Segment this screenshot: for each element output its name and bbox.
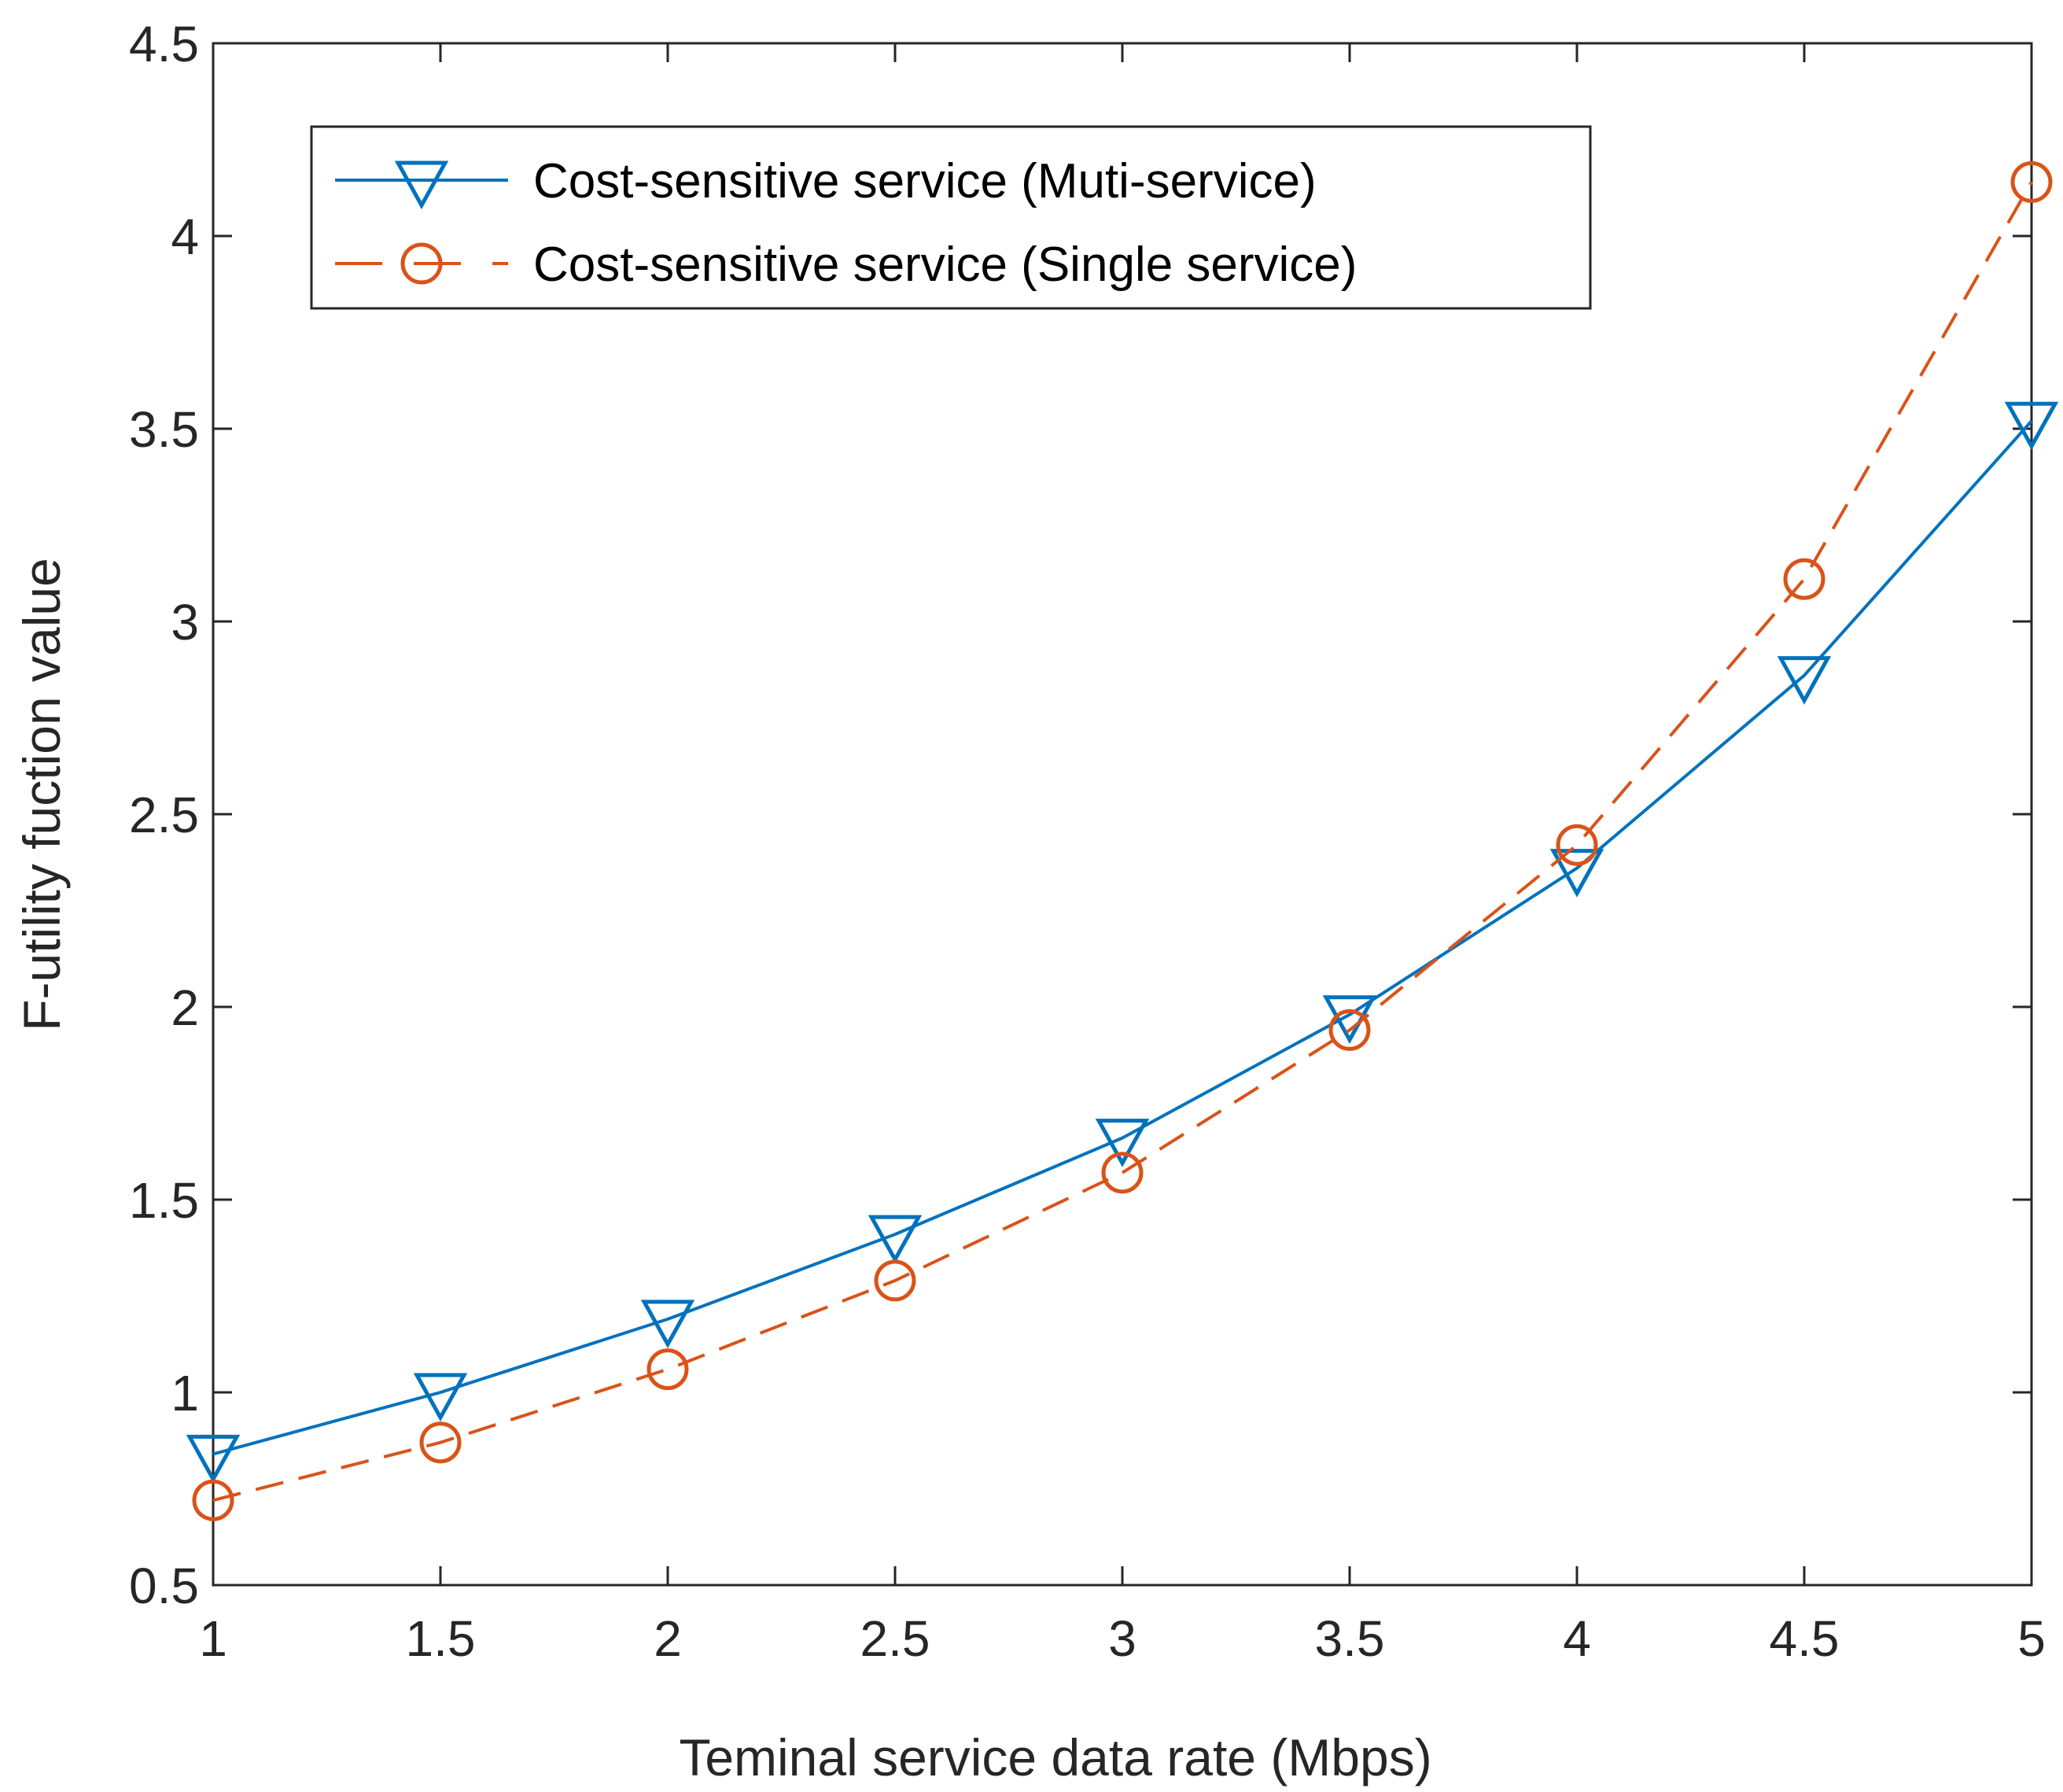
y-axis-title: F-utility fuction value (13, 558, 71, 1031)
data-point (640, 1300, 695, 1349)
x-tick-label: 2 (654, 1610, 682, 1667)
legend: Cost-sensitive service (Muti-service) Cos… (310, 125, 1592, 310)
data-point (647, 1348, 689, 1391)
data-point (874, 1259, 916, 1302)
series-2 (192, 160, 2053, 1521)
data-point (1101, 1152, 1144, 1194)
legend-marker (394, 160, 449, 210)
data-point (192, 1479, 234, 1521)
data-point (413, 1373, 468, 1422)
y-tick-label: 3.5 (129, 401, 199, 458)
x-tick-label: 4 (1563, 1610, 1591, 1667)
series-layer (186, 160, 2059, 1521)
legend-label: Cost-sensitive service (Muti-service) (533, 154, 1317, 208)
legend-marker (400, 242, 443, 285)
x-tick-label: 3 (1108, 1610, 1136, 1667)
data-point (2004, 401, 2059, 451)
y-tick-label: 2 (171, 979, 199, 1036)
x-tick-label: 4.5 (1770, 1610, 1840, 1667)
series-line (212, 419, 2033, 1456)
x-axis-title: Teminal service data rate (Mbps) (679, 1728, 1431, 1786)
series-line (212, 181, 2033, 1503)
data-point (1777, 656, 1832, 705)
x-tick-label: 1 (199, 1610, 227, 1667)
legend-entry-2: Cost-sensitive service (Single service) (335, 238, 1357, 292)
series-1 (186, 401, 2059, 1484)
data-point (1328, 1008, 1371, 1051)
y-tick-label: 1 (171, 1365, 199, 1421)
legend-box (310, 125, 1592, 310)
data-point (1095, 1119, 1150, 1167)
data-point (419, 1421, 462, 1464)
x-tick-label: 5 (2017, 1610, 2046, 1667)
data-point (186, 1434, 241, 1484)
data-point (1556, 824, 1598, 866)
y-tick-label: 1.5 (129, 1172, 199, 1229)
y-tick-label: 4 (171, 208, 199, 265)
y-tick-label: 3 (171, 594, 199, 651)
data-point (1783, 558, 1825, 600)
data-point (868, 1215, 923, 1264)
y-tick-label: 2.5 (129, 787, 199, 843)
data-point (1549, 849, 1604, 898)
x-tick-label: 3.5 (1315, 1610, 1385, 1667)
x-tick-label: 2.5 (860, 1610, 930, 1667)
data-point (2010, 160, 2053, 203)
y-tick-label: 0.5 (129, 1558, 199, 1614)
legend-entry-1: Cost-sensitive service (Muti-service) (335, 154, 1317, 210)
x-tick-label: 1.5 (406, 1610, 476, 1667)
y-tick-label: 4.5 (129, 16, 199, 72)
legend-label: Cost-sensitive service (Single service) (533, 238, 1357, 292)
